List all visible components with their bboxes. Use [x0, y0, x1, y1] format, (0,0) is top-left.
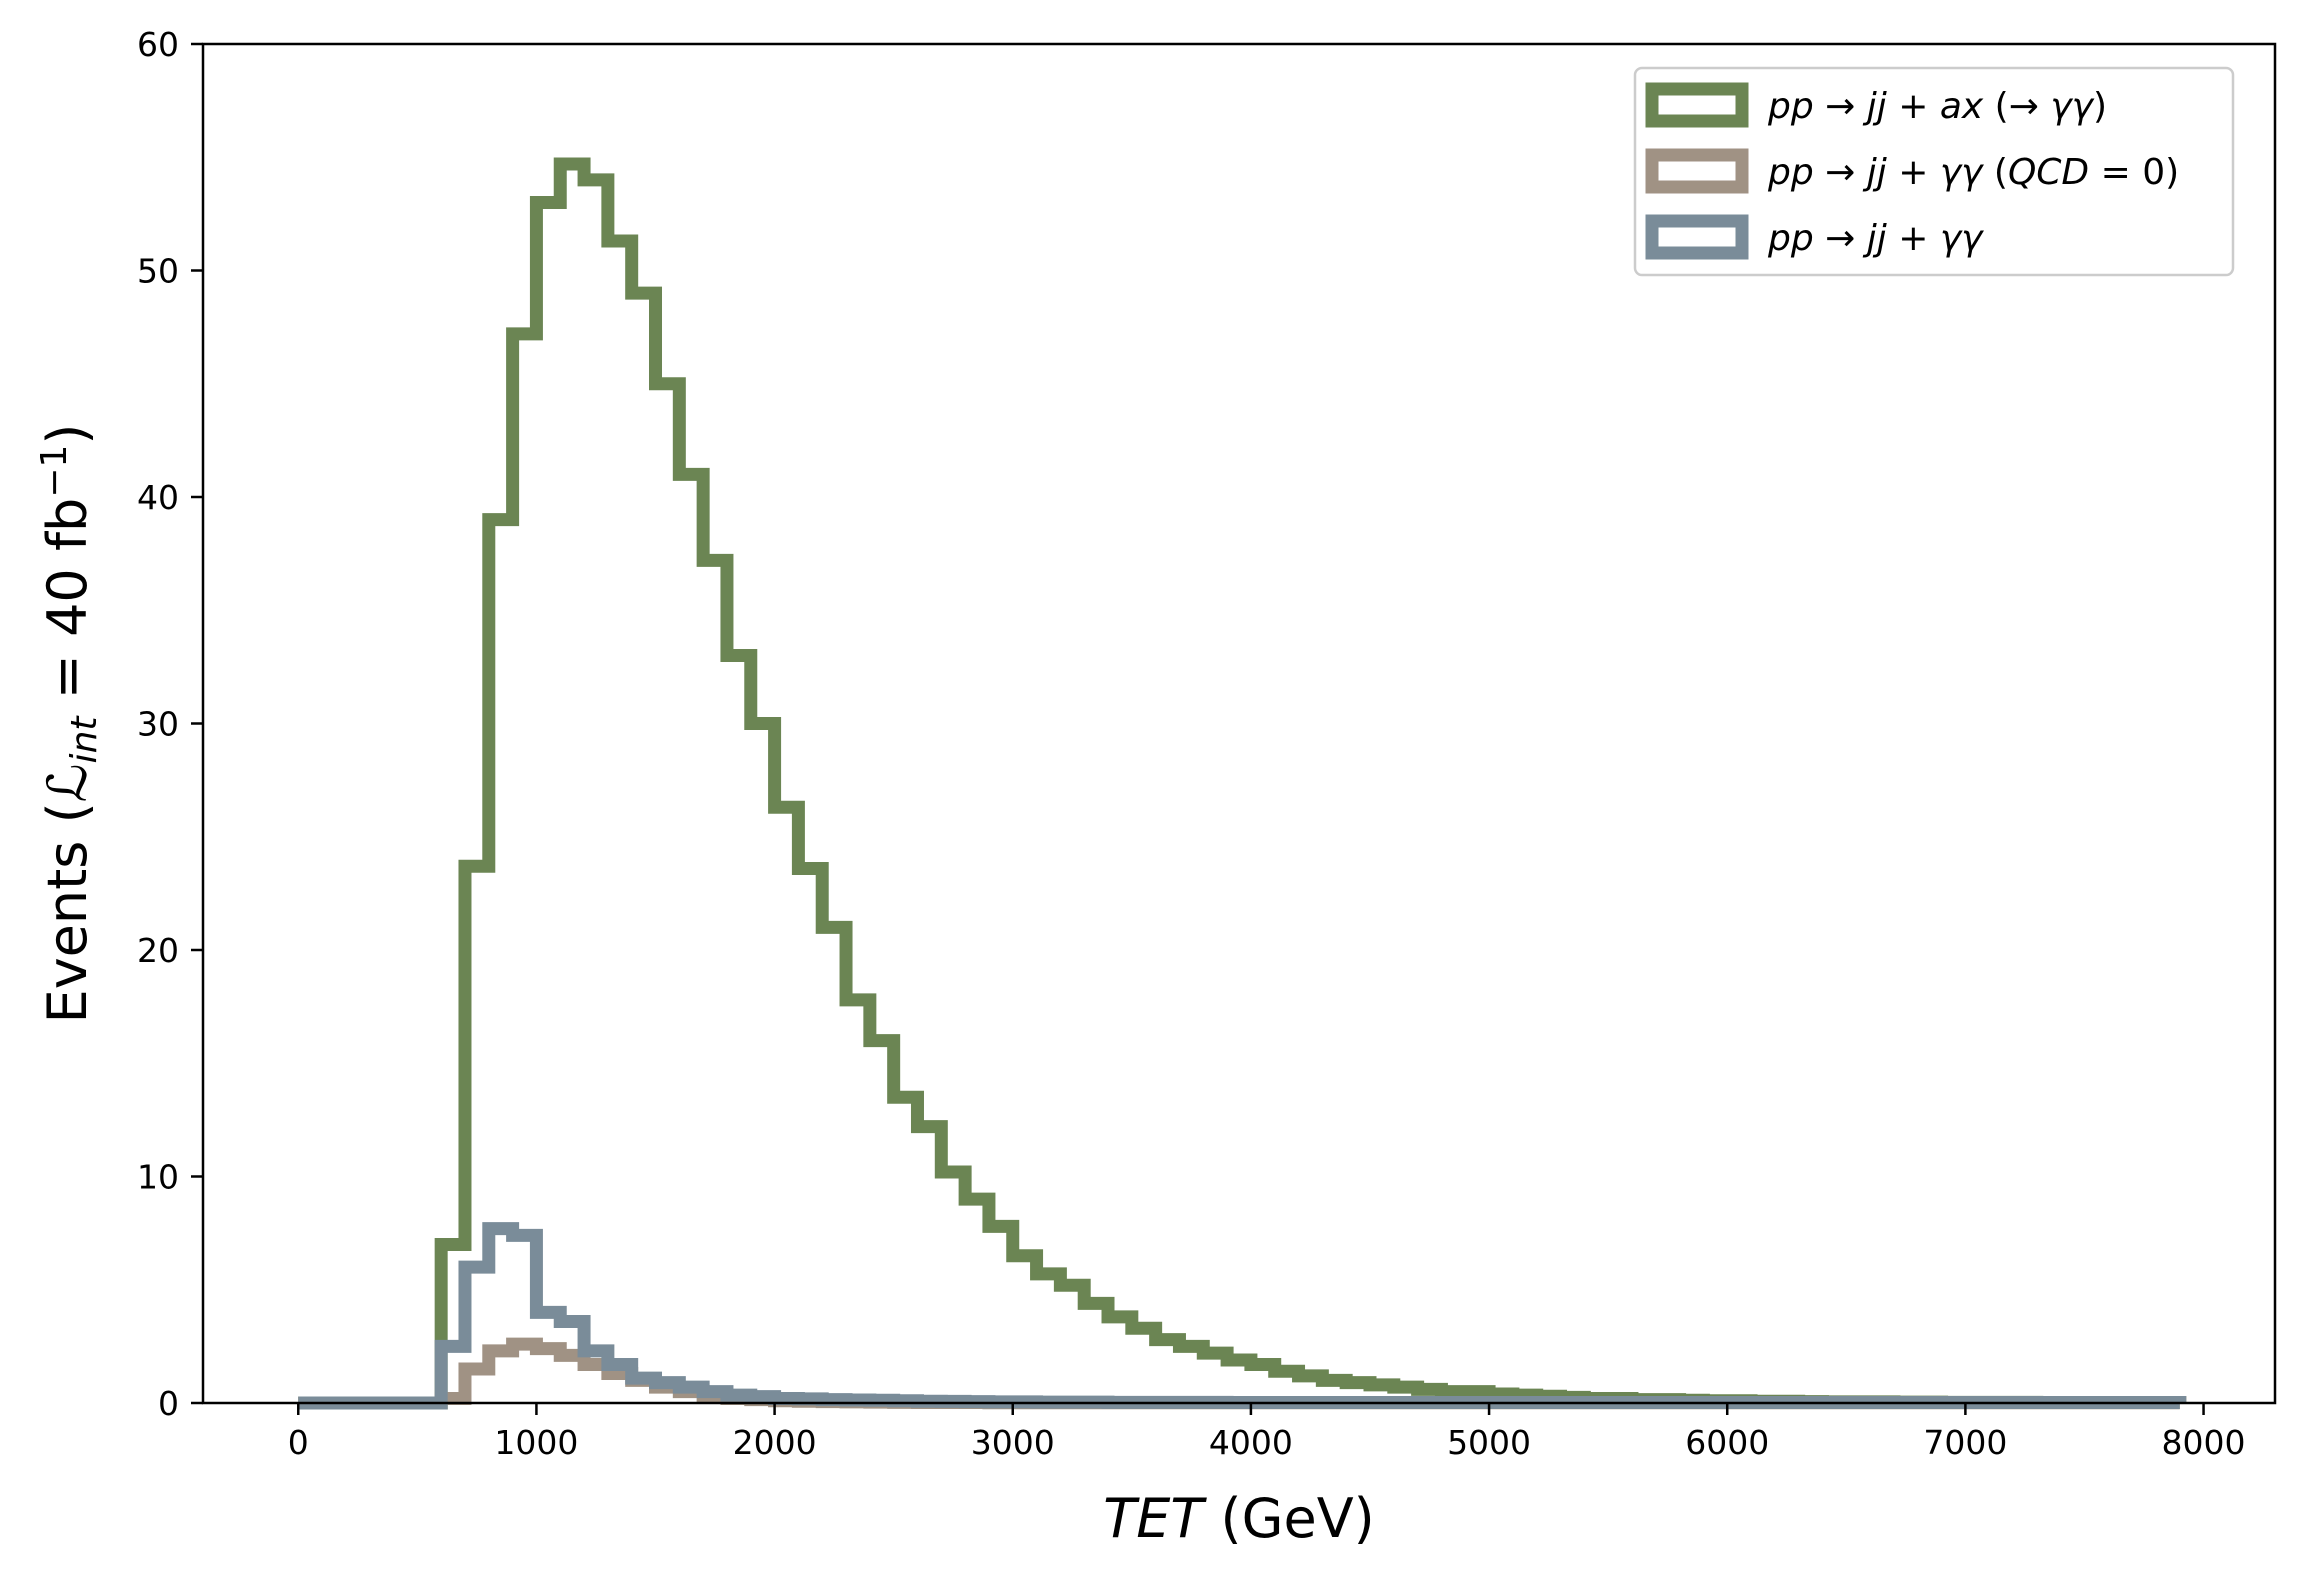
legend-label-2: pp → jj + γγ (QCD = 0)	[1767, 152, 2179, 193]
legend-swatch-3	[1645, 214, 1749, 260]
x-tick-label: 4000	[1209, 1423, 1293, 1462]
y-tick-label: 10	[137, 1158, 179, 1197]
y-axis-label-mid: = 40 fb	[36, 498, 99, 717]
legend-label-3: pp → jj + γγ	[1767, 218, 1984, 259]
y-axis: 0 10 20 30 40 50 60	[137, 25, 203, 1423]
x-tick-label: 0	[288, 1423, 309, 1462]
y-axis-label-main: Events (	[36, 802, 99, 1023]
y-axis-label: Events (ℒint = 40 fb−1)	[34, 424, 105, 1024]
y-axis-label-subscript: int	[64, 715, 105, 764]
legend-box	[1633, 66, 2235, 277]
x-tick-label: 7000	[1923, 1423, 2007, 1462]
y-tick-label: 40	[137, 478, 179, 517]
y-tick-label: 30	[137, 705, 179, 744]
legend-swatch-1	[1645, 82, 1749, 128]
x-axis: 0 1000 2000 3000 4000 5000 6000 7000 8000	[288, 1403, 2246, 1462]
y-axis-label-script: ℒ	[36, 763, 99, 802]
x-tick-label: 1000	[494, 1423, 578, 1462]
y-tick-label: 50	[137, 252, 179, 291]
x-tick-label: 5000	[1447, 1423, 1531, 1462]
y-axis-label-superscript: −1	[34, 445, 75, 498]
x-axis-label: TET (GeV)	[1103, 1487, 1374, 1550]
legend-label-1: pp → jj + ax (→ γγ)	[1767, 86, 2107, 127]
legend: pp → jj + ax (→ γγ) pp → jj + γγ (QCD = 0…	[1633, 66, 2235, 277]
y-axis-label-close: )	[36, 424, 99, 445]
y-tick-label: 0	[158, 1384, 179, 1423]
y-tick-label: 60	[137, 25, 179, 64]
x-tick-label: 6000	[1685, 1423, 1769, 1462]
x-axis-label-unit: (GeV)	[1203, 1487, 1374, 1550]
x-tick-label: 8000	[2162, 1423, 2246, 1462]
legend-swatch-2	[1645, 148, 1749, 194]
x-tick-label: 3000	[971, 1423, 1055, 1462]
y-tick-label: 20	[137, 931, 179, 970]
x-axis-label-variable: TET	[1103, 1487, 1207, 1550]
x-tick-label: 2000	[733, 1423, 817, 1462]
